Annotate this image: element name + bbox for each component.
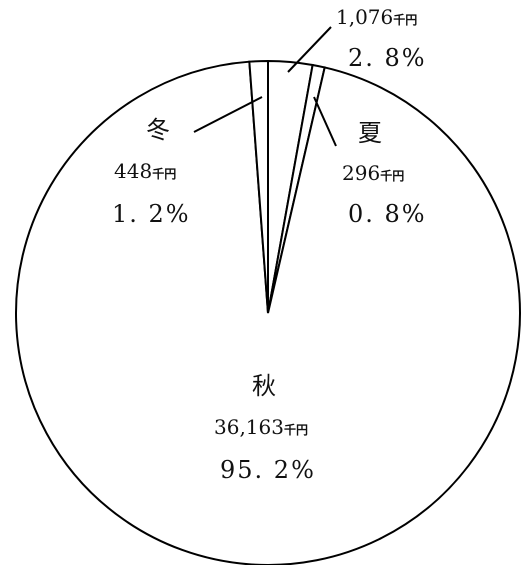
slice-percent-winter: 1. 2% bbox=[112, 200, 191, 228]
slice-value-number: 36,163 bbox=[214, 415, 284, 439]
slice-unit: 千円 bbox=[393, 12, 417, 27]
pie-slice-autumn bbox=[15, 60, 521, 565]
slice-label-summer: 夏 bbox=[358, 119, 382, 147]
slice-value-number: 296 bbox=[342, 161, 380, 185]
slice-value-winter: 448千円 bbox=[114, 159, 176, 183]
leader-line-winter bbox=[193, 96, 263, 133]
pie-slice-winter bbox=[248, 59, 269, 314]
slice-percent-autumn: 95. 2% bbox=[220, 456, 316, 484]
slice-percent-spring: 2. 8% bbox=[348, 44, 427, 72]
slice-label-winter: 冬 bbox=[146, 116, 170, 144]
slice-value-number: 1,076 bbox=[336, 5, 393, 29]
slice-percent-summer: 0. 8% bbox=[348, 200, 427, 228]
slice-value-number: 448 bbox=[114, 159, 152, 183]
slice-value-spring: 1,076千円 bbox=[336, 5, 417, 29]
slice-unit: 千円 bbox=[152, 166, 176, 181]
pie-slices bbox=[15, 59, 521, 565]
slice-unit: 千円 bbox=[380, 168, 404, 183]
slice-value-summer: 296千円 bbox=[342, 161, 404, 185]
leader-line-spring bbox=[287, 26, 332, 73]
leader-line-summer bbox=[313, 96, 337, 147]
slice-label-autumn: 秋 bbox=[252, 372, 276, 400]
slice-value-autumn: 36,163千円 bbox=[214, 415, 308, 439]
slice-unit: 千円 bbox=[284, 422, 308, 437]
